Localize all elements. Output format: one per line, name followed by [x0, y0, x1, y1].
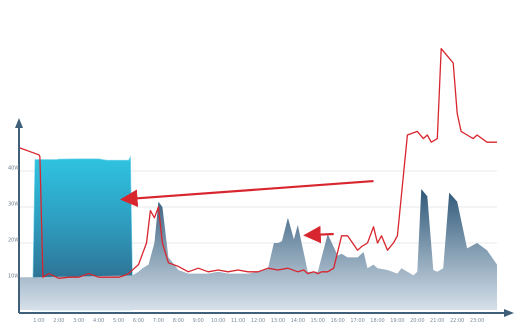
x-tick-label: 8:00 — [173, 318, 184, 324]
series-area-1 — [32, 155, 133, 311]
x-tick-label: 12:00 — [251, 318, 265, 324]
y-axis-arrow — [15, 118, 23, 128]
annotation-arrow-0 — [119, 179, 374, 208]
x-tick-label: 2:00 — [53, 318, 64, 324]
x-tick-label: 4:00 — [93, 318, 104, 324]
x-tick-label: 3:00 — [73, 318, 84, 324]
x-tick-label: 5:00 — [113, 318, 124, 324]
x-tick-label: 1:00 — [33, 318, 44, 324]
annotations — [119, 179, 374, 244]
x-tick-label: 22:00 — [450, 318, 464, 324]
y-tick-label: 40W — [8, 166, 19, 172]
x-tick-label: 15:00 — [311, 318, 325, 324]
x-tick-label: 17:00 — [350, 318, 364, 324]
x-tick-label: 13:00 — [271, 318, 285, 324]
y-tick-label: 20W — [8, 238, 19, 244]
x-tick-label: 9:00 — [193, 318, 204, 324]
x-tick-label: 6:00 — [133, 318, 144, 324]
y-tick-label: 30W — [8, 202, 19, 208]
series-area-2 — [19, 189, 497, 310]
x-axis-arrow — [504, 309, 514, 317]
x-tick-label: 19:00 — [390, 318, 404, 324]
axes — [15, 118, 514, 317]
x-tick-label: 20:00 — [410, 318, 424, 324]
series-line-3 — [18, 47, 497, 279]
x-tick-label: 7:00 — [153, 318, 164, 324]
annotation-arrow-1 — [303, 225, 334, 244]
areas — [19, 155, 497, 311]
tick-labels: 10W 20W 30W 40W 1:00 2:00 3:00 4:00 5:00 6:00 7:00… — [8, 166, 484, 324]
x-tick-label: 16:00 — [330, 318, 344, 324]
x-tick-label: 10:00 — [211, 318, 225, 324]
x-tick-label: 21:00 — [430, 318, 444, 324]
x-tick-label: 11:00 — [231, 318, 245, 324]
lines — [18, 47, 497, 279]
x-tick-label: 14:00 — [291, 318, 305, 324]
y-tick-label: 10W — [8, 274, 19, 280]
x-tick-label: 23:00 — [470, 318, 484, 324]
x-tick-label: 18:00 — [370, 318, 384, 324]
